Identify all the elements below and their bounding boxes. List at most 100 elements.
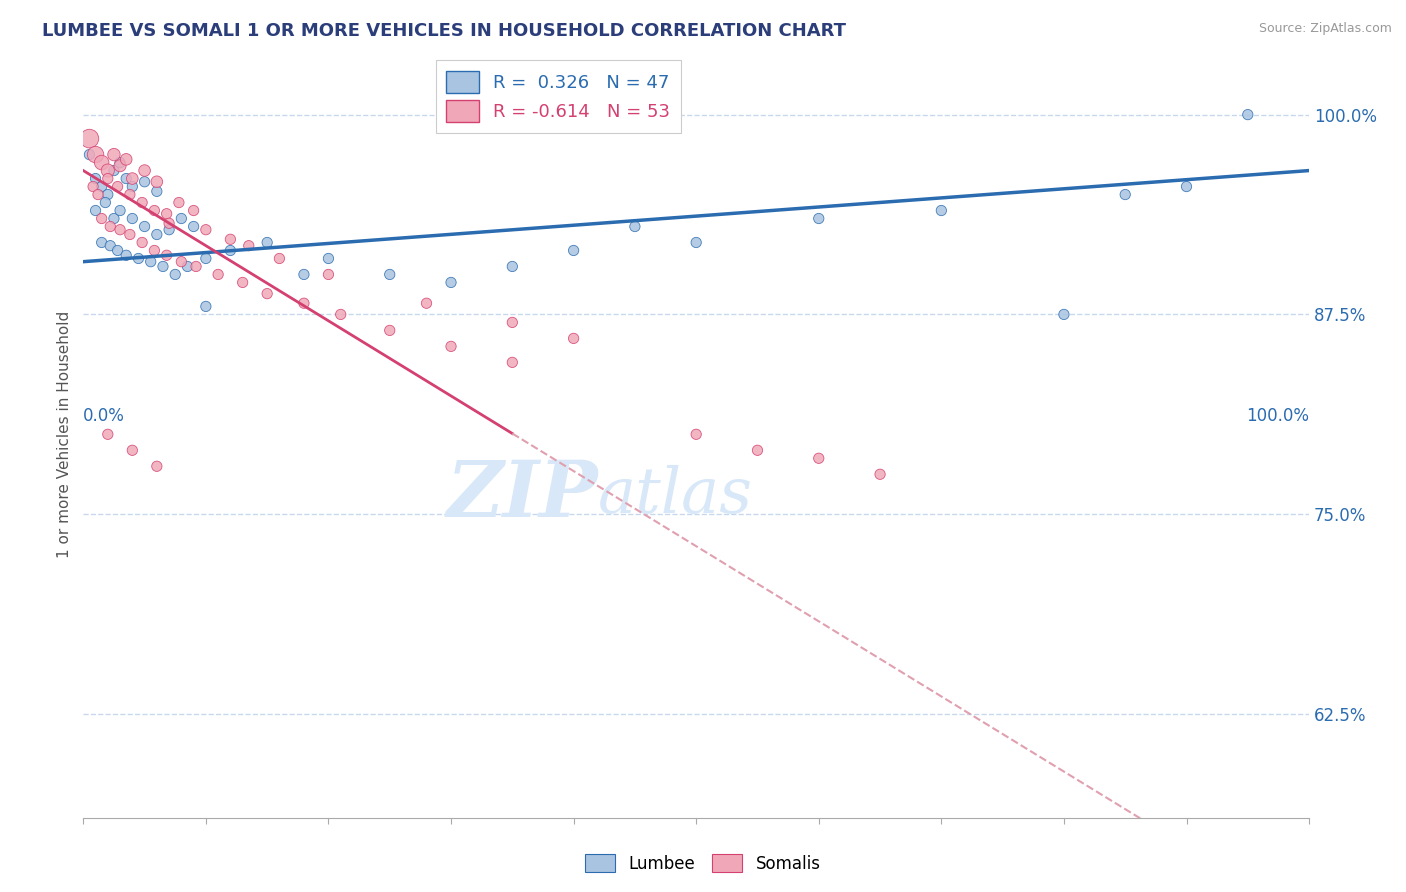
Point (232, 276, 254, 290)
Point (146, 227, 169, 242)
Point (184, 260, 207, 274)
Text: 100.0%: 100.0% (1246, 408, 1309, 425)
Point (807, 211, 830, 226)
Point (98, 219, 121, 234)
Point (121, 179, 143, 194)
Point (146, 459, 169, 474)
Point (170, 211, 193, 226)
Point (84, 171, 107, 186)
Point (378, 323, 401, 337)
Point (97, 171, 120, 186)
Point (176, 260, 198, 274)
Point (329, 307, 352, 321)
Point (1236, 107, 1258, 121)
Point (238, 238, 260, 252)
Point (167, 195, 190, 210)
Point (624, 219, 647, 234)
Point (103, 163, 125, 178)
Legend: Lumbee, Somalis: Lumbee, Somalis (579, 847, 827, 880)
Point (108, 155, 131, 169)
Point (685, 427, 707, 442)
Point (318, 252, 340, 266)
Point (501, 355, 523, 369)
Point (1114, 187, 1136, 202)
Point (108, 159, 131, 173)
Point (131, 235, 153, 250)
Point (183, 203, 205, 218)
Point (84, 203, 107, 218)
Point (146, 175, 169, 189)
Point (97, 427, 120, 442)
Point (134, 175, 156, 189)
Point (108, 203, 131, 218)
Point (207, 268, 229, 282)
Point (115, 153, 138, 167)
Point (90, 179, 112, 194)
Point (118, 187, 141, 202)
Point (121, 171, 143, 186)
Point (97, 187, 120, 202)
Point (807, 451, 830, 466)
Point (292, 296, 315, 310)
Point (256, 235, 278, 250)
Point (194, 223, 217, 237)
Point (1053, 307, 1076, 321)
Point (90, 155, 112, 169)
Text: LUMBEE VS SOMALI 1 OR MORE VEHICLES IN HOUSEHOLD CORRELATION CHART: LUMBEE VS SOMALI 1 OR MORE VEHICLES IN H… (42, 22, 846, 40)
Point (440, 339, 463, 353)
Point (121, 443, 143, 458)
Point (378, 268, 401, 282)
Point (131, 195, 153, 210)
Point (156, 207, 179, 221)
Point (183, 219, 205, 234)
Point (84, 147, 107, 161)
Text: ZIP: ZIP (447, 458, 598, 534)
Point (501, 315, 523, 329)
Text: atlas: atlas (598, 465, 754, 526)
Point (118, 227, 141, 242)
Point (103, 147, 125, 161)
Point (146, 185, 169, 199)
Point (1175, 179, 1198, 194)
Point (143, 203, 166, 218)
Point (98, 238, 121, 252)
Text: 0.0%: 0.0% (83, 408, 125, 425)
Point (157, 216, 180, 230)
Point (152, 260, 174, 274)
Point (139, 254, 162, 268)
Point (219, 232, 242, 246)
Point (156, 248, 179, 262)
Point (194, 252, 217, 266)
Point (97, 163, 120, 178)
Point (103, 211, 125, 226)
Point (219, 244, 242, 258)
Point (194, 300, 217, 314)
Point (134, 163, 156, 178)
Point (127, 252, 149, 266)
Point (121, 211, 143, 226)
Text: Source: ZipAtlas.com: Source: ZipAtlas.com (1258, 22, 1392, 36)
Point (747, 443, 769, 458)
Point (318, 268, 340, 282)
Point (108, 223, 131, 237)
Point (90, 211, 112, 226)
Point (170, 254, 193, 268)
Point (115, 248, 138, 262)
Point (562, 244, 585, 258)
Point (90, 235, 112, 250)
Point (440, 276, 463, 290)
Point (165, 268, 187, 282)
Point (269, 252, 291, 266)
Point (415, 296, 437, 310)
Point (157, 223, 180, 237)
Point (869, 467, 891, 482)
Point (79, 131, 101, 145)
Point (501, 260, 523, 274)
Point (134, 219, 156, 234)
Point (87, 187, 110, 202)
Point (256, 286, 278, 301)
Legend: R =  0.326   N = 47, R = -0.614   N = 53: R = 0.326 N = 47, R = -0.614 N = 53 (436, 60, 681, 133)
Point (107, 244, 129, 258)
Point (94, 195, 117, 210)
Point (115, 171, 138, 186)
